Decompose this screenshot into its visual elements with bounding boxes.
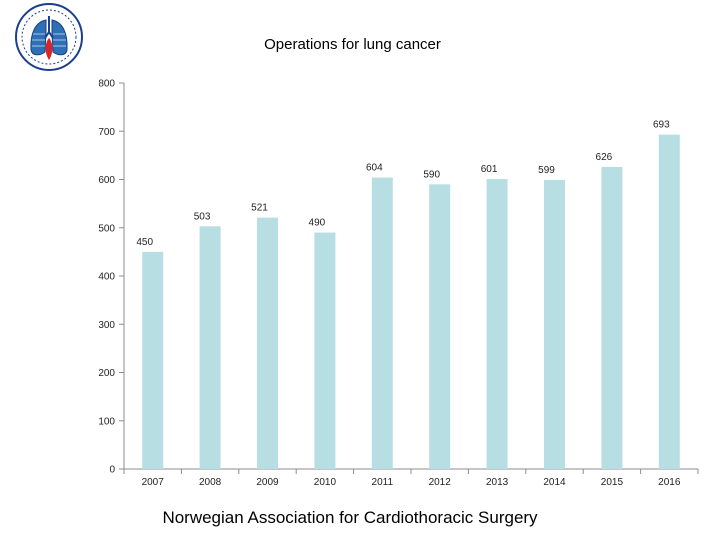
footer-credit: Norwegian Association for Cardiothoracic… xyxy=(162,508,538,527)
data-label: 450 xyxy=(136,237,153,248)
bars xyxy=(142,134,680,470)
y-tick-label: 200 xyxy=(98,368,115,379)
lungs-emblem-icon xyxy=(15,3,83,71)
x-tick-label: 2010 xyxy=(314,477,337,488)
y-axis: 0 100 200 300 400 500 600 700 800 xyxy=(98,79,125,476)
x-tick-label: 2008 xyxy=(199,477,222,488)
data-labels: 450 503 521 490 604 590 601 599 626 693 xyxy=(136,120,670,248)
bar xyxy=(544,179,565,470)
data-label: 590 xyxy=(423,169,440,180)
x-tick-label: 2009 xyxy=(256,477,279,488)
y-tick-label: 800 xyxy=(98,79,115,90)
y-tick-label: 700 xyxy=(98,127,115,138)
bar xyxy=(314,232,336,469)
bar xyxy=(658,134,680,469)
x-axis: 2007 2008 2009 2010 2011 2012 2013 2014 2015 2016 xyxy=(123,468,699,488)
bar xyxy=(199,226,221,469)
data-label: 601 xyxy=(481,164,498,175)
y-tick-label: 300 xyxy=(98,320,115,331)
y-tick-label: 0 xyxy=(109,465,115,476)
data-label: 599 xyxy=(538,165,555,176)
data-label: 626 xyxy=(596,152,613,163)
bar xyxy=(486,179,508,469)
x-tick-label: 2012 xyxy=(429,477,452,488)
chart-title: Operations for lung cancer xyxy=(264,36,441,53)
x-tick-label: 2013 xyxy=(486,477,509,488)
bar xyxy=(142,251,164,469)
bar xyxy=(371,177,393,469)
x-tick-label: 2014 xyxy=(543,477,566,488)
bar xyxy=(257,217,278,469)
data-label: 693 xyxy=(653,120,670,131)
x-tick-label: 2015 xyxy=(601,477,624,488)
data-label: 604 xyxy=(366,163,383,174)
data-label: 521 xyxy=(251,203,268,214)
data-label: 490 xyxy=(309,218,326,229)
y-tick-label: 500 xyxy=(98,223,115,234)
bar xyxy=(601,166,623,469)
y-tick-label: 600 xyxy=(98,175,115,186)
data-label: 503 xyxy=(194,211,211,222)
x-tick-label: 2016 xyxy=(658,477,681,488)
bar xyxy=(429,184,451,469)
x-tick-label: 2011 xyxy=(372,477,394,488)
y-tick-label: 100 xyxy=(98,416,115,427)
y-tick-label: 400 xyxy=(98,272,115,283)
x-tick-label: 2007 xyxy=(142,477,165,488)
